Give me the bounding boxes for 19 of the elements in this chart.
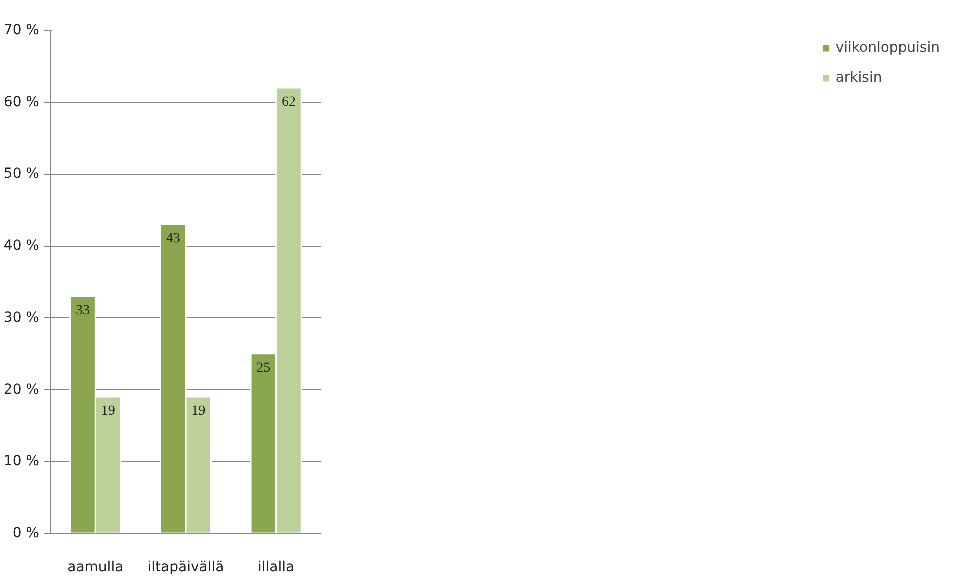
legend-label: viikonloppuisin [836, 40, 940, 56]
data-label: 25 [256, 360, 271, 376]
y-tick-label: 0 % [12, 526, 40, 542]
y-tick-label: 20 % [4, 382, 40, 398]
y-tick-label: 40 % [4, 238, 40, 254]
y-tick-label: 60 % [4, 94, 40, 110]
data-label: 19 [101, 404, 116, 419]
x-tick-label: iltapäivällä [148, 560, 224, 576]
y-tick-label: 10 % [4, 454, 40, 470]
y-tick-label: 50 % [4, 166, 40, 182]
y-tick-label: 70 % [4, 22, 40, 38]
data-label: 19 [192, 404, 206, 419]
x-tick-label: illalla [258, 560, 295, 576]
x-tick-label: aamulla [68, 560, 124, 576]
data-label: 33 [76, 303, 90, 318]
data-label: 43 [166, 232, 180, 247]
y-tick-label: 30 % [4, 310, 40, 326]
data-label: 62 [282, 94, 296, 110]
legend-label: arkisin [836, 70, 882, 86]
